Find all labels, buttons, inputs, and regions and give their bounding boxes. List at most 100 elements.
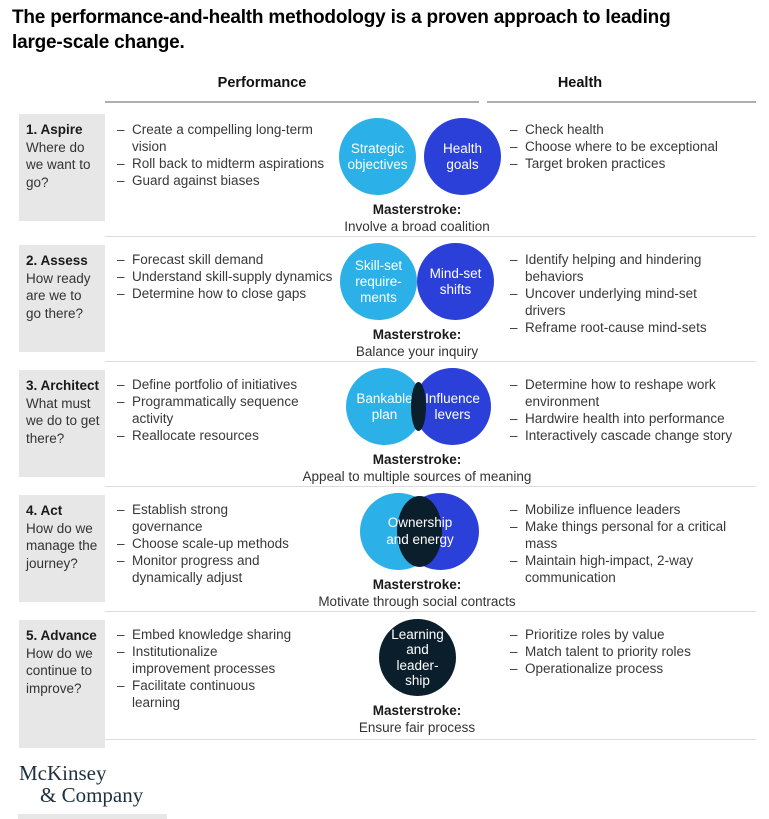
health-circle: Mind-set shifts — [417, 243, 494, 320]
masterstroke: Masterstroke: Ensure fair process — [277, 702, 557, 736]
row-separator — [105, 611, 756, 612]
bullet-item: Mobilize influence leaders — [510, 501, 762, 518]
masterstroke-label: Masterstroke: — [372, 703, 462, 718]
bullet-item: Check health — [510, 121, 762, 138]
masterstroke-label: Masterstroke: — [372, 327, 462, 342]
methodology-row-aspire: 1. Aspire Where do we want to go? Create… — [0, 112, 769, 237]
bullet-item: Hardwire health into performance — [510, 410, 762, 427]
masterstroke: Masterstroke: Appeal to multiple sources… — [277, 451, 557, 485]
stage-title: 2. Assess — [26, 253, 88, 268]
bullet-item: Understand skill-supply dynamics — [117, 268, 337, 285]
column-header-health: Health — [557, 75, 603, 91]
masterstroke: Masterstroke: Balance your inquiry — [277, 326, 557, 360]
bullet-item: Uncover underlying mind-set drivers — [510, 285, 762, 319]
stage-question: How do we manage the journey? — [26, 520, 98, 571]
stage-label-box: 3. Architect What must we do to get ther… — [19, 370, 105, 477]
stage-title: 4. Act — [26, 503, 63, 518]
combined-circle: Learning and leader- ship — [379, 619, 456, 696]
health-header-rule — [487, 101, 756, 103]
stage-question: How do we continue to improve? — [26, 645, 93, 696]
stage-label-box: 1. Aspire Where do we want to go? — [19, 114, 105, 221]
page-title: The performance-and-health methodology i… — [12, 7, 671, 54]
masterstroke-text: Motivate through social contracts — [318, 594, 516, 609]
row-separator — [105, 361, 756, 362]
bullet-item: Institutionalize improvement processes — [117, 643, 337, 677]
bullet-item: Maintain high-impact, 2-way communicatio… — [510, 552, 762, 586]
venn-overlap — [411, 382, 426, 431]
performance-bullets: Forecast skill demand Understand skill-s… — [117, 251, 337, 302]
bullet-item: Embed knowledge sharing — [117, 626, 337, 643]
health-bullets: Mobilize influence leaders Make things p… — [510, 501, 762, 586]
bullet-item: Facilitate continuous learning — [117, 677, 337, 711]
stage-title: 5. Advance — [26, 628, 97, 643]
stage-question: How ready are we to go there? — [26, 270, 91, 321]
bullet-item: Guard against biases — [117, 172, 337, 189]
methodology-row-act: 4. Act How do we manage the journey? Est… — [0, 487, 769, 612]
performance-circle: Strategic objectives — [339, 118, 416, 195]
bullet-item: Define portfolio of initiatives — [117, 376, 337, 393]
methodology-row-advance: 5. Advance How do we continue to improve… — [0, 612, 769, 752]
bullet-item: Reallocate resources — [117, 427, 337, 444]
bullet-item: Establish strong governance — [117, 501, 337, 535]
bullet-item: Monitor progress and dynamically adjust — [117, 552, 337, 586]
health-circle: Health goals — [424, 118, 501, 195]
performance-bullets: Establish strong governance Choose scale… — [117, 501, 337, 586]
bullet-item: Target broken practices — [510, 155, 762, 172]
bullet-item: Prioritize roles by value — [510, 626, 762, 643]
cropped-next-section-bar — [18, 814, 167, 819]
masterstroke-text: Involve a broad coalition — [344, 219, 490, 234]
bullet-item: Operationalize process — [510, 660, 762, 677]
performance-bullets: Create a compelling long-term vision Rol… — [117, 121, 337, 189]
stage-label-box: 2. Assess How ready are we to go there? — [19, 245, 105, 352]
health-bullets: Determine how to reshape work environmen… — [510, 376, 762, 444]
bullet-item: Determine how to reshape work environmen… — [510, 376, 762, 410]
performance-bullets: Embed knowledge sharing Institutionalize… — [117, 626, 337, 711]
stage-label-box: 5. Advance How do we continue to improve… — [19, 620, 105, 748]
column-header-performance: Performance — [217, 75, 307, 91]
row-separator — [105, 739, 756, 740]
venn-overlay-label: Ownership and energy — [386, 515, 454, 547]
row-separator — [105, 486, 756, 487]
bullet-item: Interactively cascade change story — [510, 427, 762, 444]
bullet-item: Make things personal for a critical mass — [510, 518, 762, 552]
masterstroke-text: Ensure fair process — [358, 720, 476, 735]
mckinsey-logo: McKinsey & Company — [19, 762, 143, 806]
row-separator — [105, 236, 756, 237]
bullet-item: Choose where to be exceptional — [510, 138, 762, 155]
performance-header-rule — [105, 101, 479, 103]
masterstroke-label: Masterstroke: — [372, 577, 462, 592]
masterstroke-text: Balance your inquiry — [355, 344, 479, 359]
bullet-item: Roll back to midterm aspirations — [117, 155, 337, 172]
stage-question: What must we do to get there? — [26, 395, 100, 446]
health-circle: Influence levers — [414, 368, 491, 445]
stage-label-box: 4. Act How do we manage the journey? — [19, 495, 105, 602]
bullet-item: Determine how to close gaps — [117, 285, 337, 302]
health-bullets: Identify helping and hindering behaviors… — [510, 251, 762, 336]
performance-bullets: Define portfolio of initiatives Programm… — [117, 376, 337, 444]
venn-overlap — [397, 496, 442, 567]
logo-line2: & Company — [40, 783, 144, 807]
masterstroke-label: Masterstroke: — [372, 202, 462, 217]
bullet-item: Programmatically sequence activity — [117, 393, 337, 427]
masterstroke: Masterstroke: Involve a broad coalition — [277, 201, 557, 235]
performance-circle: Skill-set require- ments — [340, 243, 417, 320]
bullet-item: Reframe root-cause mind-sets — [510, 319, 762, 336]
bullet-item: Forecast skill demand — [117, 251, 337, 268]
methodology-row-architect: 3. Architect What must we do to get ther… — [0, 362, 769, 487]
masterstroke-text: Appeal to multiple sources of meaning — [302, 469, 532, 484]
masterstroke: Masterstroke: Motivate through social co… — [277, 576, 557, 610]
performance-circle: Bankable plan — [346, 368, 423, 445]
health-bullets: Check health Choose where to be exceptio… — [510, 121, 762, 172]
bullet-item: Identify helping and hindering behaviors — [510, 251, 762, 285]
stage-title: 1. Aspire — [26, 122, 83, 137]
bullet-item: Match talent to priority roles — [510, 643, 762, 660]
methodology-row-assess: 2. Assess How ready are we to go there? … — [0, 237, 769, 362]
masterstroke-label: Masterstroke: — [372, 452, 462, 467]
health-bullets: Prioritize roles by value Match talent t… — [510, 626, 762, 677]
stage-title: 3. Architect — [26, 378, 100, 393]
stage-question: Where do we want to go? — [26, 139, 91, 190]
bullet-item: Choose scale-up methods — [117, 535, 337, 552]
bullet-item: Create a compelling long-term vision — [117, 121, 337, 155]
logo-line1: McKinsey — [19, 761, 107, 785]
